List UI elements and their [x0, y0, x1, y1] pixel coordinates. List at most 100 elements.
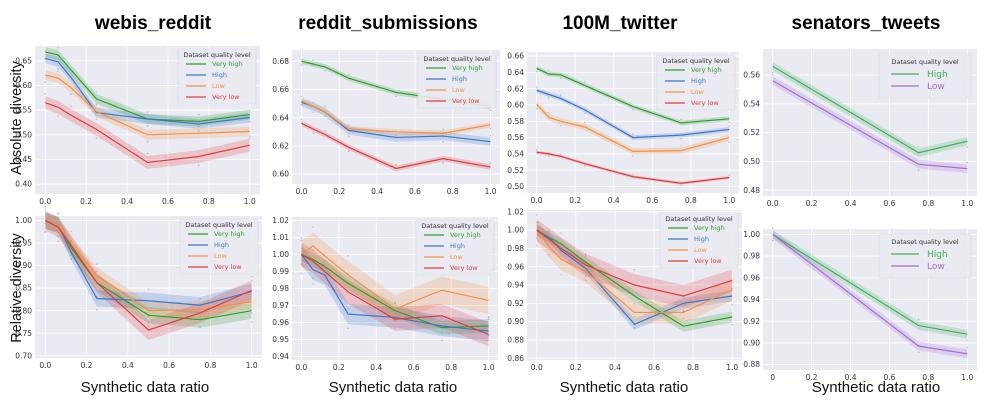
y-tick-label: 0.90 — [743, 338, 760, 347]
y-tick-label: 0.75 — [15, 329, 32, 338]
x-axis-label-webis-reddit: Synthetic data ratio — [81, 379, 209, 396]
x-tick-label: 0.2 — [569, 196, 581, 205]
x-tick-label: 0.4 — [609, 363, 621, 372]
sample-point — [70, 239, 72, 242]
y-tick-label: 0.60 — [15, 81, 32, 90]
sample-point — [312, 249, 314, 251]
sample-point — [633, 302, 636, 305]
sample-point — [682, 317, 685, 320]
sample-point — [632, 133, 634, 135]
sample-point — [584, 279, 587, 282]
sample-point — [535, 86, 538, 88]
legend-label: Low — [691, 88, 704, 96]
x-tick-label: 0.0 — [39, 197, 51, 206]
x-tick-label: 0.8 — [445, 363, 457, 372]
series-line-very-low — [536, 151, 730, 184]
y-tick-label: 0.90 — [507, 317, 524, 326]
sample-point — [682, 310, 685, 313]
y-tick-label: 0.88 — [507, 335, 524, 344]
sample-point — [535, 213, 538, 216]
sample-point — [487, 316, 490, 319]
y-tick-label: 0.99 — [272, 267, 289, 276]
legend-label: Low — [214, 252, 227, 260]
sample-point — [442, 161, 445, 164]
series-line-low — [772, 80, 968, 170]
sample-point — [324, 105, 326, 107]
sample-point — [680, 184, 682, 187]
sample-point — [487, 318, 490, 321]
sample-point — [44, 208, 47, 210]
sample-point — [633, 315, 636, 318]
sample-point — [731, 323, 734, 326]
y-tick-label: 0.98 — [272, 284, 289, 293]
sample-point — [535, 244, 538, 247]
x-axis-label-reddit-submissions: Synthetic data ratio — [329, 379, 457, 396]
sample-point — [147, 288, 150, 291]
legend-label: Very high — [214, 230, 245, 238]
x-axis-label-100m-twitter: Synthetic data ratio — [560, 379, 688, 396]
sample-point — [728, 125, 731, 127]
y-tick-label: 0.54 — [743, 99, 760, 108]
sample-point — [312, 101, 315, 104]
column-title-100m-twitter: 100M_twitter — [562, 13, 678, 34]
sample-point — [441, 331, 443, 334]
sample-point — [966, 161, 969, 164]
sample-point — [394, 319, 396, 321]
sample-point — [197, 164, 200, 167]
sample-point — [347, 307, 349, 310]
y-tick-label: 0.66 — [507, 52, 524, 61]
legend-title: Dataset quality level — [891, 238, 958, 246]
y-tick-label: 0.95 — [15, 239, 32, 248]
series-line-very-high — [45, 51, 250, 123]
legend-title: Dataset quality level — [421, 222, 488, 230]
panel-rel-reddit: 0.94 0.95 0.96 0.97 0.98 0.99 1.00 1.01 1.02 0.0 0… — [272, 216, 498, 372]
legend-label: High — [452, 75, 467, 83]
sample-point — [57, 235, 60, 238]
column-title-senators-tweets: senators_tweets — [792, 13, 941, 34]
sample-point — [548, 228, 550, 231]
x-tick-label: 0.6 — [163, 361, 175, 370]
x-tick-label: 0 — [770, 373, 775, 382]
x-tick-label: 1.0 — [483, 363, 495, 372]
panel-abs-reddit: 0.60 0.62 0.64 0.66 0.68 0.0 0.2 0.4 0.6 0.8 1.0 Da… — [272, 50, 500, 196]
x-axis-label-senators-tweets: Synthetic data ratio — [812, 379, 940, 396]
sample-point — [771, 73, 774, 76]
sample-point — [559, 94, 562, 96]
y-tick-label: 0.50 — [507, 182, 524, 191]
legend-label: High — [450, 242, 465, 250]
y-tick-label: 0.52 — [743, 128, 760, 137]
y-tick-label: 0.94 — [272, 352, 289, 361]
sample-point — [96, 263, 98, 265]
series-line-very-low — [45, 219, 252, 331]
x-tick-label: 0.4 — [845, 199, 857, 208]
y-tick-label: 0.40 — [15, 180, 32, 189]
legend-label: Very low — [212, 93, 240, 101]
confidence-band-very-low — [45, 96, 250, 169]
sample-point — [966, 339, 969, 342]
sample-point — [680, 118, 682, 121]
sample-point — [682, 296, 685, 298]
x-tick-label: 0.4 — [121, 197, 133, 206]
sample-point — [300, 272, 303, 275]
confidence-band-high — [301, 97, 491, 146]
y-tick-label: 0.52 — [507, 166, 524, 175]
legend-label: High — [694, 235, 709, 243]
y-tick-label: 0.92 — [507, 299, 524, 308]
x-tick-label: 1.0 — [723, 196, 735, 205]
sample-point — [535, 70, 538, 73]
sample-point — [312, 283, 314, 285]
x-tick-label: 0.8 — [922, 199, 934, 208]
y-tick-label: 0.96 — [507, 262, 524, 271]
sample-point — [323, 274, 326, 277]
sample-point — [633, 327, 636, 329]
legend-label: High — [927, 70, 948, 80]
y-tick-label: 0.96 — [743, 273, 760, 282]
sample-point — [680, 137, 682, 140]
sample-point — [584, 165, 586, 167]
legend-label: Very high — [450, 231, 481, 239]
y-tick-label: 0.80 — [15, 306, 32, 315]
y-tick-label: 0.94 — [507, 281, 524, 290]
legend-box — [177, 48, 257, 105]
series-line-low — [301, 245, 489, 310]
